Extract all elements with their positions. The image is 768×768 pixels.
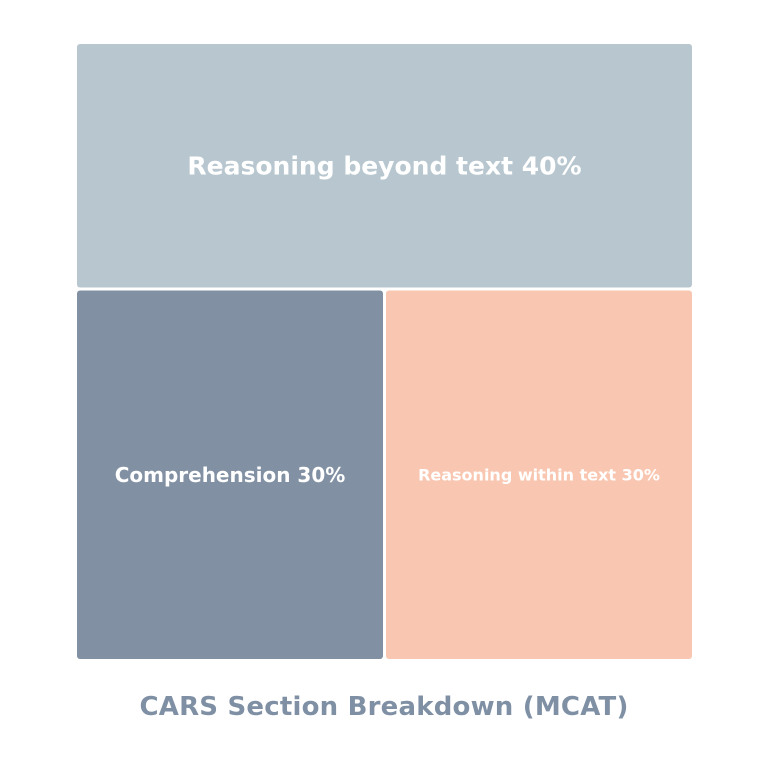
tile-label-reasoning-within-text: Reasoning within text 30%: [418, 465, 660, 484]
tile-label-reasoning-beyond-text: Reasoning beyond text 40%: [187, 151, 581, 180]
tile-reasoning-within-text: [386, 290, 692, 659]
treemap-tiles: Reasoning beyond text 40% Comprehension 3…: [77, 44, 692, 659]
tile-label-comprehension: Comprehension 30%: [115, 463, 346, 487]
tile-reasoning-beyond-text: [77, 44, 692, 288]
tile-comprehension: [77, 290, 383, 659]
chart-title: CARS Section Breakdown (MCAT): [139, 692, 629, 722]
